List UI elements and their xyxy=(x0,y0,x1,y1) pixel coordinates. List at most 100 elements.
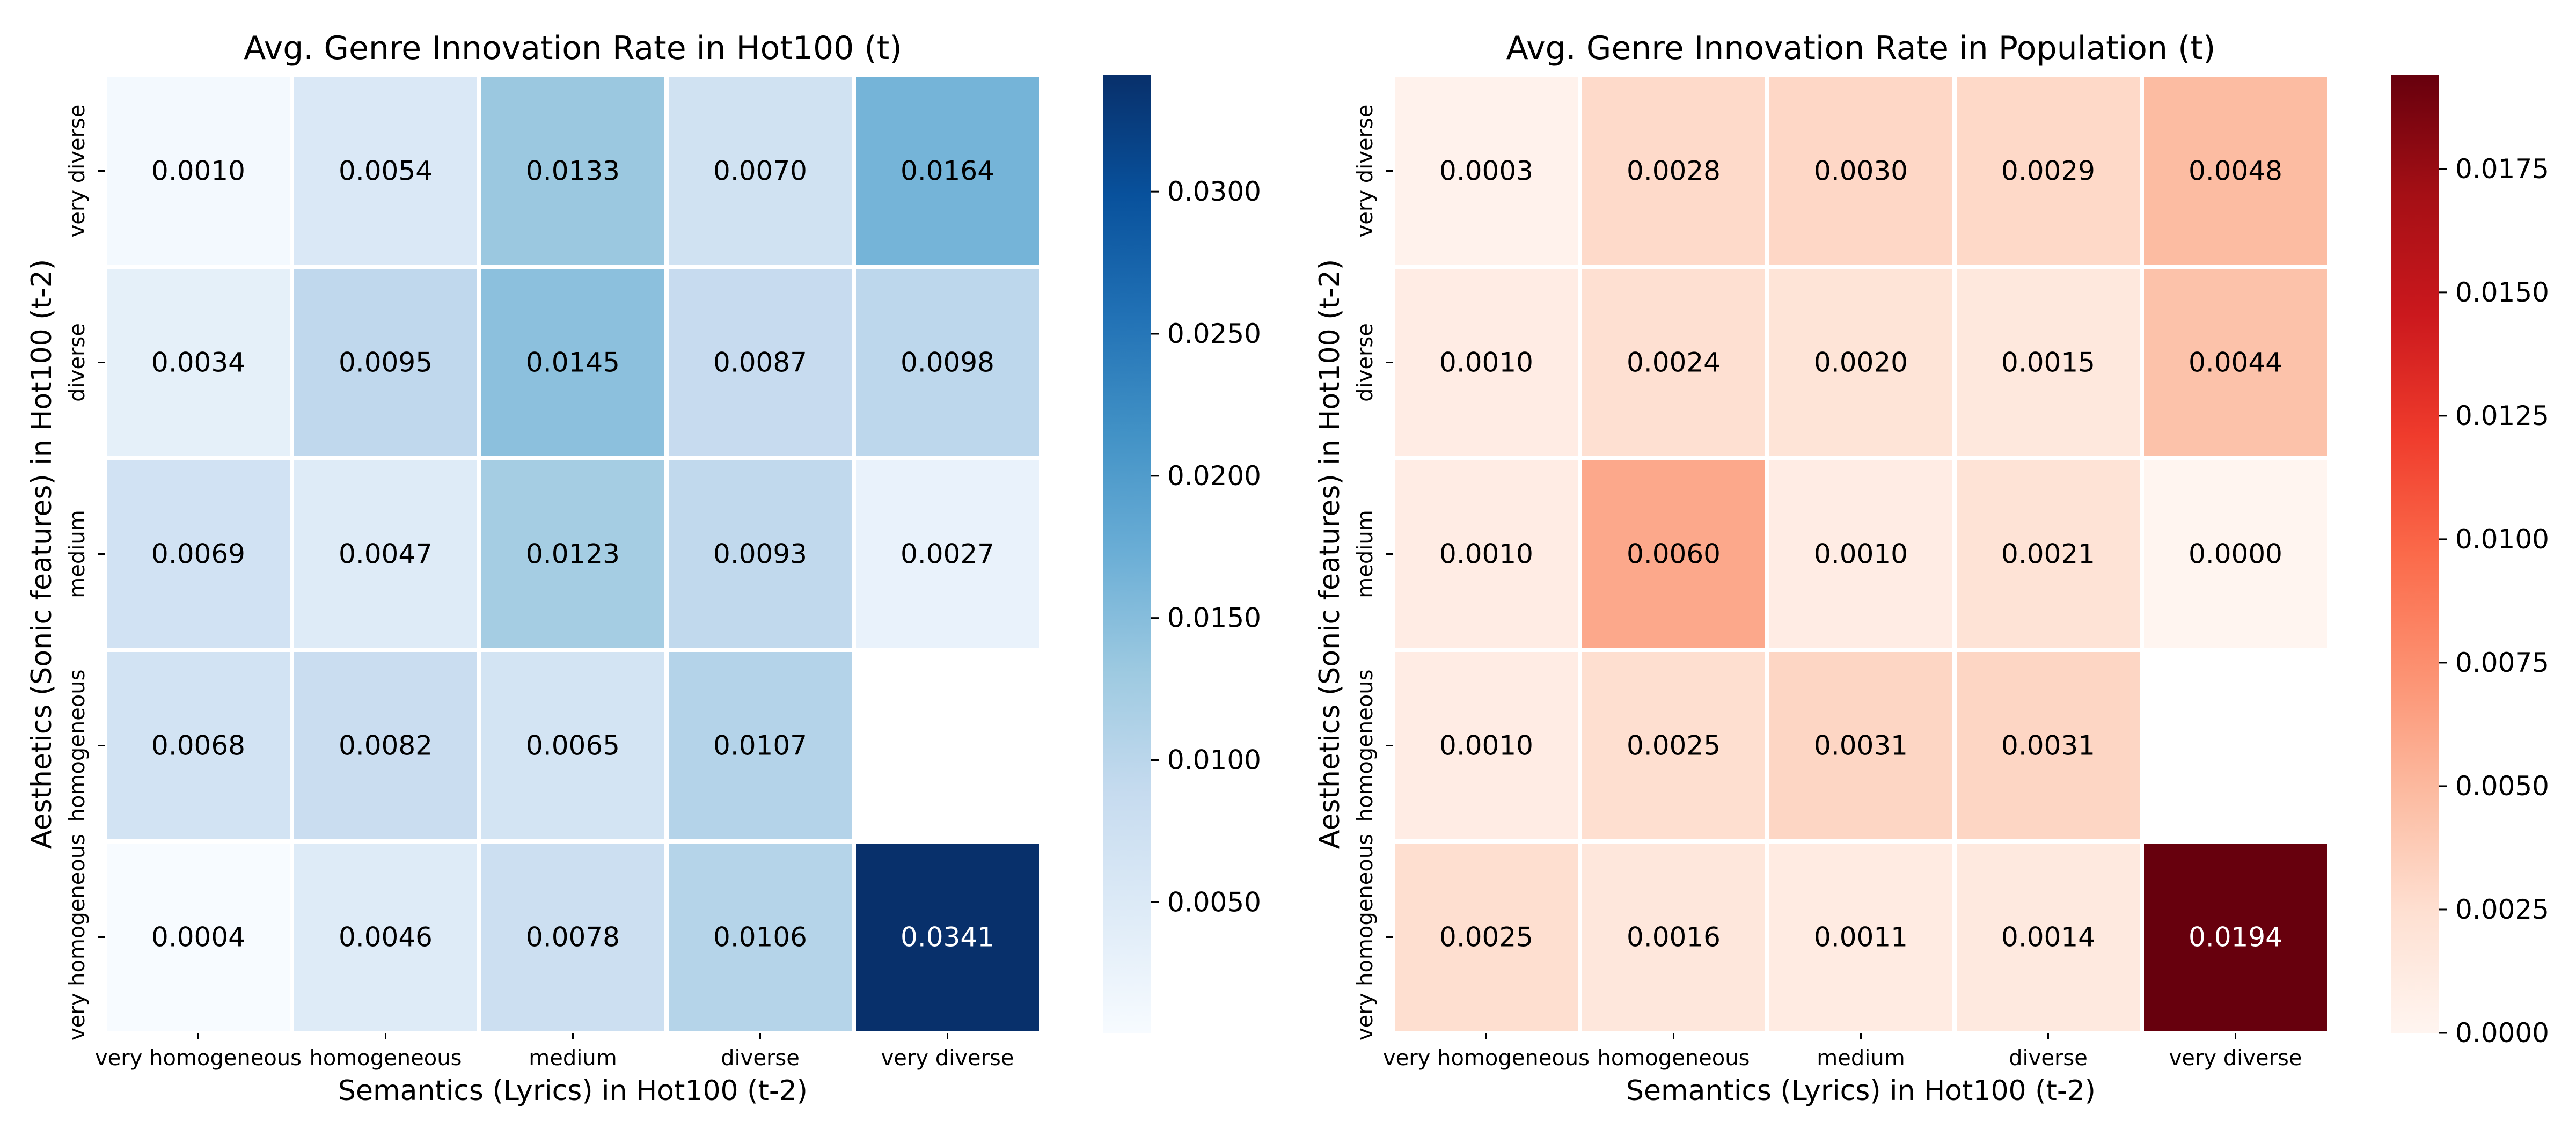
cell-value-label: 0.0010 xyxy=(1439,347,1533,378)
x-axis-label: Semantics (Lyrics) in Hot100 (t-2) xyxy=(338,1075,808,1107)
heatmap-panel-1: Avg. Genre Innovation Rate in Hot100 (t)… xyxy=(26,30,1261,1107)
cell-value-label: 0.0065 xyxy=(526,730,620,761)
cell-value-label: 0.0010 xyxy=(1439,539,1533,570)
colorbar-tick-label: 0.0300 xyxy=(1167,176,1261,207)
y-tick-label: very diverse xyxy=(1353,105,1378,238)
y-tick-label: diverse xyxy=(65,323,90,402)
heatmap-cell xyxy=(290,73,481,269)
heatmap-cell xyxy=(1952,73,2144,269)
x-tick-label: very diverse xyxy=(2169,1046,2302,1071)
colorbar-tick-label: 0.0050 xyxy=(2455,771,2549,802)
heatmap-cell xyxy=(1578,73,1769,269)
x-tick-label: diverse xyxy=(2009,1046,2088,1071)
heatmap-cell xyxy=(1765,648,1957,844)
cell-value-label: 0.0133 xyxy=(526,156,620,187)
cell-value-label: 0.0095 xyxy=(339,347,433,378)
heatmap-cell xyxy=(103,839,294,1035)
cell-value-label: 0.0034 xyxy=(151,347,245,378)
cell-value-label: 0.0016 xyxy=(1627,922,1721,953)
cell-value-label: 0.0025 xyxy=(1627,730,1721,761)
heatmap-cell xyxy=(1952,648,2144,844)
x-tick-label: medium xyxy=(529,1046,617,1071)
heatmap-cell xyxy=(477,839,669,1035)
cell-value-label: 0.0004 xyxy=(151,922,245,953)
heatmap-cell xyxy=(852,839,1043,1035)
cell-value-label: 0.0031 xyxy=(1814,730,1908,761)
colorbar-tick-label: 0.0050 xyxy=(1167,886,1261,918)
cell-value-label: 0.0010 xyxy=(1814,539,1908,570)
colorbar-tick-label: 0.0075 xyxy=(2455,647,2549,678)
colorbar-tick-label: 0.0150 xyxy=(1167,603,1261,634)
x-tick-label: diverse xyxy=(721,1046,800,1071)
cell-value-label: 0.0025 xyxy=(1439,922,1533,953)
cell-value-label: 0.0087 xyxy=(713,347,807,378)
heatmap-cell xyxy=(2140,456,2331,652)
colorbar-tick-label: 0.0125 xyxy=(2455,400,2549,431)
y-tick-label: very diverse xyxy=(65,105,90,238)
heatmap-cell xyxy=(852,265,1043,460)
cell-value-label: 0.0047 xyxy=(339,539,433,570)
cell-value-label: 0.0014 xyxy=(2001,922,2095,953)
x-tick-label: very homogeneous xyxy=(95,1046,302,1071)
x-tick-label: very diverse xyxy=(881,1046,1014,1071)
colorbar-tick-label: 0.0025 xyxy=(2455,894,2549,925)
cell-value-label: 0.0068 xyxy=(151,730,245,761)
colorbar-tick-label: 0.0100 xyxy=(2455,524,2549,555)
heatmap-cell xyxy=(2140,839,2331,1035)
y-tick-label: medium xyxy=(65,510,90,598)
y-axis-label: Aesthetics (Sonic features) in Hot100 (t… xyxy=(26,259,58,849)
chart-title: Avg. Genre Innovation Rate in Hot100 (t) xyxy=(244,30,902,67)
cell-value-label: 0.0054 xyxy=(339,156,433,187)
y-tick-label: diverse xyxy=(1353,323,1378,402)
heatmap-cell xyxy=(1765,73,1957,269)
cell-value-label: 0.0010 xyxy=(1439,730,1533,761)
cell-value-label: 0.0011 xyxy=(1814,922,1908,953)
heatmap-cell xyxy=(1952,839,2144,1035)
y-tick-label: medium xyxy=(1353,510,1378,598)
cell-value-label: 0.0164 xyxy=(901,156,994,187)
y-axis-label: Aesthetics (Sonic features) in Hot100 (t… xyxy=(1314,259,1346,849)
cell-value-label: 0.0078 xyxy=(526,922,620,953)
cell-value-label: 0.0145 xyxy=(526,347,620,378)
cell-value-label: 0.0093 xyxy=(713,539,807,570)
chart-title: Avg. Genre Innovation Rate in Population… xyxy=(1506,30,2216,67)
cell-value-label: 0.0015 xyxy=(2001,347,2095,378)
heatmap-cell xyxy=(664,456,856,652)
heatmap-cell xyxy=(1765,839,1957,1035)
heatmap-cell xyxy=(1578,839,1769,1035)
cell-value-label: 0.0046 xyxy=(339,922,433,953)
cell-value-label: 0.0194 xyxy=(2189,922,2282,953)
cell-value-label: 0.0070 xyxy=(713,156,807,187)
heatmap-panel-2: Avg. Genre Innovation Rate in Population… xyxy=(1314,30,2549,1107)
cell-value-label: 0.0024 xyxy=(1627,347,1721,378)
heatmap-cell xyxy=(1391,456,1582,652)
cell-value-label: 0.0010 xyxy=(151,156,245,187)
cell-value-label: 0.0031 xyxy=(2001,730,2095,761)
x-tick-label: very homogeneous xyxy=(1383,1046,1590,1071)
cell-value-label: 0.0082 xyxy=(339,730,433,761)
cell-value-label: 0.0000 xyxy=(2189,539,2282,570)
heatmap-cell xyxy=(290,456,481,652)
x-axis-label: Semantics (Lyrics) in Hot100 (t-2) xyxy=(1626,1075,2096,1107)
cell-value-label: 0.0044 xyxy=(2189,347,2282,378)
colorbar-tick-label: 0.0150 xyxy=(2455,277,2549,308)
cell-value-label: 0.0106 xyxy=(713,922,807,953)
y-tick-label: homogeneous xyxy=(1353,670,1378,822)
cell-value-label: 0.0027 xyxy=(901,539,994,570)
heatmap-cell xyxy=(1952,456,2144,652)
y-tick-label: very homogeneous xyxy=(65,834,90,1040)
heatmap-cell xyxy=(852,456,1043,652)
cell-value-label: 0.0123 xyxy=(526,539,620,570)
heatmap-cell xyxy=(664,839,856,1035)
cell-value-label: 0.0020 xyxy=(1814,347,1908,378)
cell-value-label: 0.0029 xyxy=(2001,156,2095,187)
x-tick-label: medium xyxy=(1817,1046,1905,1071)
heatmap-cell xyxy=(664,648,856,844)
heatmap-cell xyxy=(103,73,294,269)
heatmap-cell xyxy=(290,839,481,1035)
heatmap-cell xyxy=(477,648,669,844)
cell-value-label: 0.0048 xyxy=(2189,156,2282,187)
heatmap-cell xyxy=(1578,456,1769,652)
cell-value-label: 0.0341 xyxy=(901,922,994,953)
